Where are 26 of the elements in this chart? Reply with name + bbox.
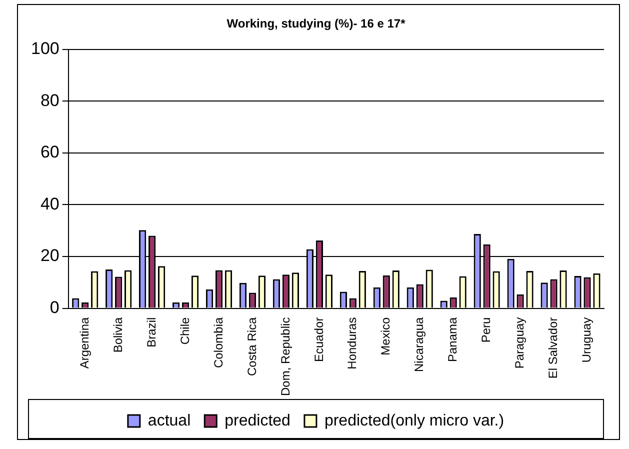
x-tick-label: Honduras (345, 317, 360, 370)
y-tick-label: 100 (30, 39, 60, 58)
x-tick-label: Peru (479, 317, 494, 343)
chart-title: Working, studying (%)- 16 e 17* (226, 16, 406, 31)
x-tick-label: Mexico (378, 316, 393, 356)
x-tick-label: Dom, Republic (278, 317, 292, 396)
x-tick-label: Chile (178, 316, 192, 345)
x-tick-label: El Salvador (546, 317, 560, 379)
legend-label: predicted(only micro var.) (324, 412, 504, 430)
x-tick-label: Brazil (144, 317, 158, 348)
legend-label: predicted (224, 412, 290, 430)
x-tick-label: Nicaragua (412, 316, 426, 372)
x-tick-label: Ecuador (312, 317, 326, 362)
x-tick-label: Panama (446, 316, 460, 362)
y-tick-label: 60 (40, 142, 60, 162)
y-tick-label: 0 (50, 298, 60, 317)
y-tick-label: 20 (40, 246, 60, 266)
x-tick-label: Colombia (211, 316, 226, 368)
x-tick-label: Bolivia (110, 316, 125, 353)
y-tick-label: 40 (40, 194, 60, 214)
x-tick-label: Costa Rica (244, 316, 259, 376)
x-tick-label: Uruguay (580, 317, 594, 363)
x-tick-label: Paraguay (512, 317, 527, 369)
x-tick-label: Argentina (77, 316, 92, 369)
y-tick-label: 80 (40, 90, 60, 110)
legend-label: actual (148, 412, 191, 430)
